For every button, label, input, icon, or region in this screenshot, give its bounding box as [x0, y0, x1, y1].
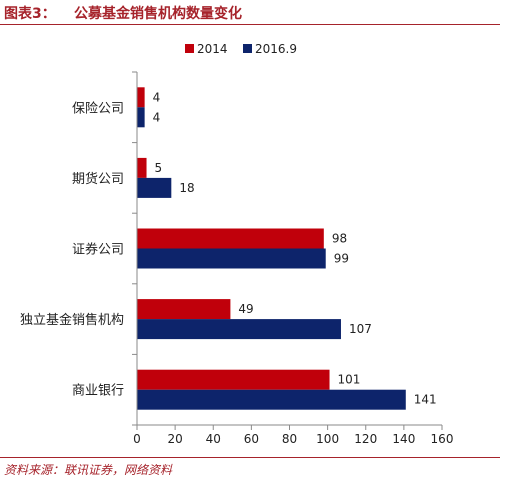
data-label: 4 [153, 110, 161, 124]
legend-swatch [185, 44, 194, 53]
data-label: 49 [238, 302, 253, 316]
data-label: 101 [338, 373, 361, 387]
bar [137, 228, 324, 249]
data-label: 4 [153, 90, 161, 104]
bar [137, 299, 231, 320]
x-tick-label: 100 [316, 432, 339, 446]
x-tick-label: 80 [282, 432, 297, 446]
bar [137, 177, 172, 198]
figure-header: 图表3： 公募基金销售机构数量变化 [0, 0, 500, 22]
bar [137, 248, 326, 269]
header-divider [0, 24, 500, 25]
x-tick-label: 0 [133, 432, 141, 446]
category-label: 独立基金销售机构 [20, 312, 124, 328]
category-label: 保险公司 [72, 101, 124, 116]
figure-title: 公募基金销售机构数量变化 [74, 6, 242, 22]
x-tick-label: 60 [244, 432, 259, 446]
legend-label: 2014 [197, 42, 228, 56]
data-label: 107 [349, 322, 372, 336]
data-label: 98 [332, 232, 347, 246]
legend-swatch [243, 44, 252, 53]
category-label: 证券公司 [72, 242, 124, 258]
source-note: 资料来源：联讯证券，网络资料 [4, 463, 173, 477]
legend-label: 2016.9 [255, 42, 297, 56]
bar [137, 369, 330, 390]
data-label: 18 [179, 181, 194, 195]
x-tick-label: 160 [431, 432, 454, 446]
category-label: 期货公司 [72, 171, 124, 187]
data-label: 99 [334, 252, 349, 266]
bar-chart: 2014 2016.9 4 4 保险公司 5 18 期货公司 98 99 证券公司 49 107 独立基金… [20, 42, 454, 446]
figure-label: 图表3： [4, 6, 56, 22]
bar [137, 107, 145, 128]
bar [137, 87, 145, 108]
source-divider [0, 457, 500, 458]
x-tick-label: 140 [392, 432, 415, 446]
bar [137, 157, 147, 178]
bar [137, 389, 406, 410]
data-label: 141 [414, 393, 437, 407]
x-tick-label: 120 [354, 432, 377, 446]
bar [137, 319, 341, 340]
x-tick-label: 40 [206, 432, 221, 446]
data-label: 5 [155, 161, 163, 175]
category-label: 商业银行 [72, 384, 124, 399]
x-tick-label: 20 [167, 432, 182, 446]
